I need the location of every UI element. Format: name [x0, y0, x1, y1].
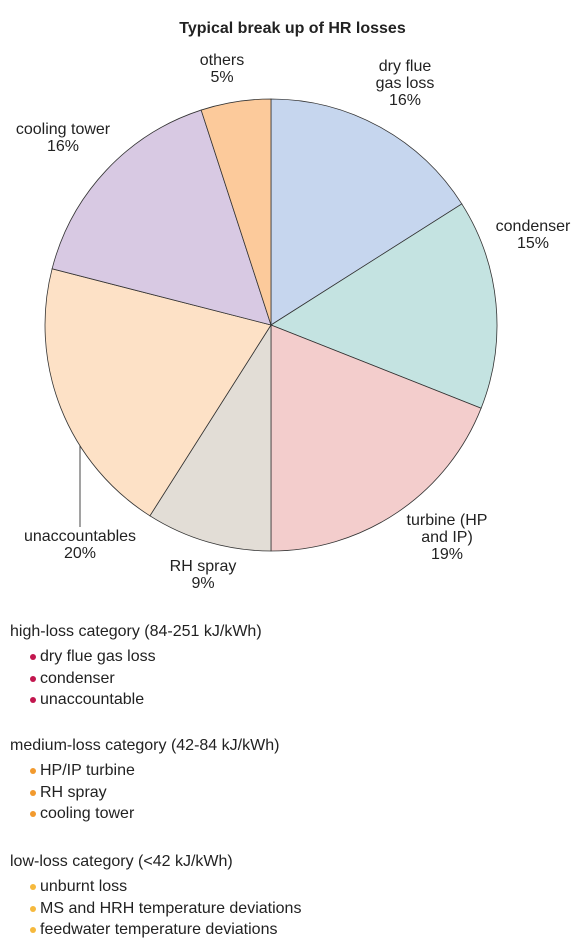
- value-label: 16%: [46, 138, 80, 155]
- category-heading: low-loss category (<42 kJ/kWh): [10, 853, 233, 870]
- list-item: HP/IP turbine: [40, 762, 135, 779]
- slice-label: cooling tower 16%: [0, 121, 133, 155]
- pie-slice: [200, 98, 272, 326]
- category-label: others: [199, 52, 245, 69]
- value-label: 20%: [63, 545, 97, 562]
- pie-slice: [270, 98, 463, 326]
- slice-label: condenser 15%: [483, 218, 583, 252]
- category-heading: medium-loss category (42-84 kJ/kWh): [10, 737, 280, 754]
- value-label: 19%: [430, 546, 464, 563]
- category-label: RH spray: [169, 558, 237, 575]
- list-item: MS and HRH temperature deviations: [40, 899, 302, 917]
- pie-slice: [51, 109, 272, 326]
- list-item: unaccountable: [40, 691, 145, 708]
- bullet: [30, 768, 36, 774]
- list-item: unburnt loss: [40, 878, 128, 895]
- list-item: feedwater temperature deviations: [40, 921, 278, 938]
- value-label: 9%: [191, 575, 215, 592]
- bullet: [30, 927, 36, 933]
- list-item: cooling tower: [40, 805, 135, 822]
- category-label: dry flue gas loss: [375, 58, 435, 92]
- bullet: [30, 884, 36, 890]
- category-label: cooling tower: [15, 121, 111, 138]
- bullet: [30, 811, 36, 817]
- pie-slice: [270, 203, 498, 409]
- pie-slice: [149, 323, 272, 552]
- slice-label: turbine (HP and IP) 19%: [397, 512, 497, 563]
- bullet: [30, 789, 36, 796]
- category-label: turbine (HP and IP): [406, 512, 488, 546]
- slice-label: dry flue gas loss 16%: [365, 58, 445, 109]
- pie-chart: [44, 98, 498, 552]
- chart-title: Typical break up of HR losses: [179, 20, 406, 37]
- slice-label: RH spray 9%: [153, 558, 253, 592]
- category-heading: high-loss category (84-251 kJ/kWh): [10, 623, 262, 640]
- bullet: [30, 675, 36, 682]
- bullet: [30, 654, 36, 660]
- bullet: [30, 905, 36, 912]
- value-label: 16%: [388, 92, 422, 109]
- bullet: [30, 697, 36, 703]
- slice-label: unaccountables 20%: [10, 528, 150, 562]
- value-label: 5%: [210, 69, 234, 86]
- list-item: condenser: [40, 669, 115, 687]
- slice-label: others 5%: [182, 52, 262, 86]
- category-label: unaccountables: [23, 528, 137, 545]
- category-label: condenser: [495, 218, 571, 235]
- list-item: RH spray: [40, 783, 107, 801]
- pie-slice: [44, 268, 272, 517]
- pie-slice: [270, 324, 482, 552]
- value-label: 15%: [516, 235, 550, 252]
- list-item: dry flue gas loss: [40, 648, 156, 665]
